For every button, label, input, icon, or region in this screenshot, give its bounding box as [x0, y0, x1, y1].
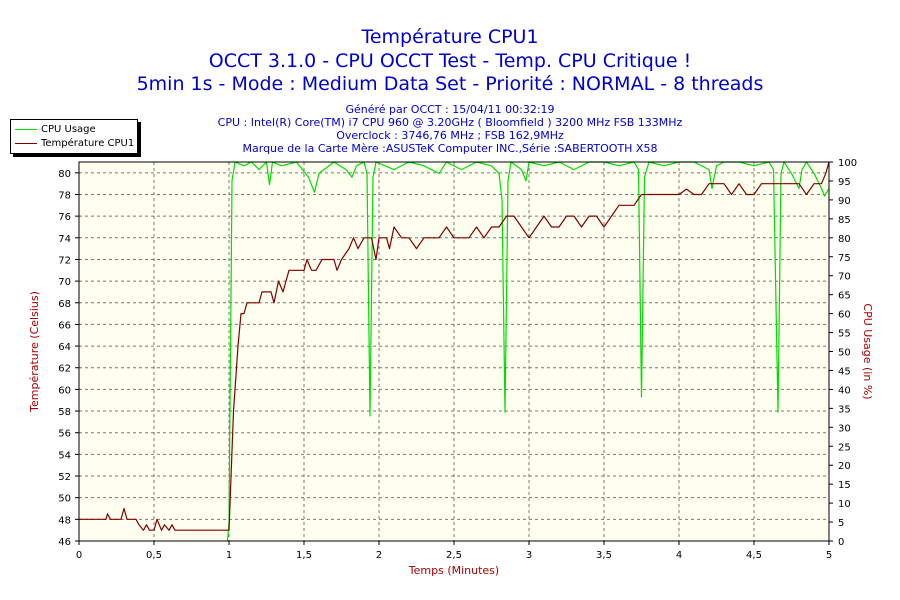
y-right-tick-label: 35: [838, 404, 851, 415]
legend-item-cpu-usage: CPU Usage: [15, 123, 96, 136]
y-right-tick-label: 30: [838, 423, 851, 434]
y-right-tick-label: 5: [838, 518, 844, 529]
y-left-tick-label: 62: [58, 364, 71, 375]
y-left-tick-label: 80: [58, 169, 71, 180]
temperature-line: [79, 161, 830, 531]
y-right-tick-label: 45: [838, 366, 851, 377]
y-left-tick-label: 70: [58, 277, 71, 288]
chart-title: Température CPU1: [361, 26, 539, 48]
y-right-tick-label: 70: [838, 272, 851, 283]
info-motherboard: Marque de la Carte Mère :ASUSTeK Compute…: [242, 142, 658, 155]
x-tick-label: 3,5: [596, 550, 612, 561]
y-left-tick-label: 46: [58, 537, 71, 548]
x-tick-label: 1: [226, 550, 232, 561]
x-tick-label: 5: [826, 550, 832, 561]
legend-label-temperature: Température CPU1: [41, 138, 135, 149]
legend-label-cpu-usage: CPU Usage: [41, 124, 96, 135]
y-right-tick-label: 15: [838, 480, 851, 491]
x-axis-title: Temps (Minutes): [408, 564, 499, 577]
y-left-tick-label: 78: [58, 190, 71, 201]
y-right-axis-title: CPU Usage (in %): [861, 303, 874, 399]
y-left-tick-label: 54: [58, 450, 71, 461]
y-left-tick-label: 72: [58, 255, 71, 266]
legend-swatch-temperature: [15, 143, 37, 144]
y-right-tick-label: 85: [838, 215, 851, 226]
y-left-tick-label: 68: [58, 299, 71, 310]
x-tick-label: 3: [526, 550, 532, 561]
y-left-tick-label: 74: [58, 234, 71, 245]
y-right-tick-label: 75: [838, 253, 851, 264]
x-tick-label: 2: [376, 550, 382, 561]
y-right-tick-label: 50: [838, 348, 851, 359]
y-left-tick-label: 60: [58, 385, 71, 396]
x-tick-label: 2,5: [446, 550, 462, 561]
y-right-tick-label: 40: [838, 385, 851, 396]
y-left-axis-title: Température (Celsius): [28, 291, 41, 413]
y-left-tick-label: 56: [58, 429, 71, 440]
x-tick-label: 0,5: [146, 550, 162, 561]
info-cpu: CPU : Intel(R) Core(TM) i7 CPU 960 @ 3.2…: [217, 116, 683, 129]
y-right-tick-label: 90: [838, 196, 851, 207]
y-right-tick-label: 0: [838, 537, 844, 548]
y-left-tick-label: 48: [58, 515, 71, 526]
y-left-tick-label: 66: [58, 320, 71, 331]
y-left-tick-label: 76: [58, 212, 71, 223]
info-generated: Généré par OCCT : 15/04/11 00:32:19: [345, 103, 555, 116]
legend-item-temperature: Température CPU1: [15, 137, 134, 150]
y-right-tick-label: 95: [838, 177, 851, 188]
plot-background: [79, 162, 829, 541]
y-right-tick-label: 55: [838, 329, 851, 340]
y-left-tick-label: 52: [58, 472, 71, 483]
x-tick-label: 0: [76, 550, 82, 561]
chart-subtitle-mode: 5min 1s - Mode : Medium Data Set - Prior…: [136, 73, 764, 95]
legend-swatch-cpu-usage: [15, 129, 37, 130]
chart-legend: CPU Usage Température CPU1: [10, 119, 138, 154]
x-tick-label: 4,5: [746, 550, 762, 561]
y-right-tick-label: 60: [838, 310, 851, 321]
plot-frame: [78, 161, 830, 542]
y-right-tick-label: 65: [838, 291, 851, 302]
chart-subtitle-test: OCCT 3.1.0 - CPU OCCT Test - Temp. CPU C…: [208, 50, 692, 72]
y-right-tick-label: 80: [838, 234, 851, 245]
x-tick-label: 4: [676, 550, 682, 561]
y-right-tick-label: 20: [838, 461, 851, 472]
y-left-tick-label: 58: [58, 407, 71, 418]
y-left-tick-label: 64: [58, 342, 71, 353]
y-right-tick-label: 10: [838, 499, 851, 510]
x-tick-label: 1,5: [296, 550, 312, 561]
info-overclock: Overclock : 3746,76 MHz ; FSB 162,9MHz: [336, 129, 564, 142]
y-right-tick-label: 100: [838, 158, 857, 169]
y-left-tick-label: 50: [58, 494, 71, 505]
y-right-tick-label: 25: [838, 442, 851, 453]
